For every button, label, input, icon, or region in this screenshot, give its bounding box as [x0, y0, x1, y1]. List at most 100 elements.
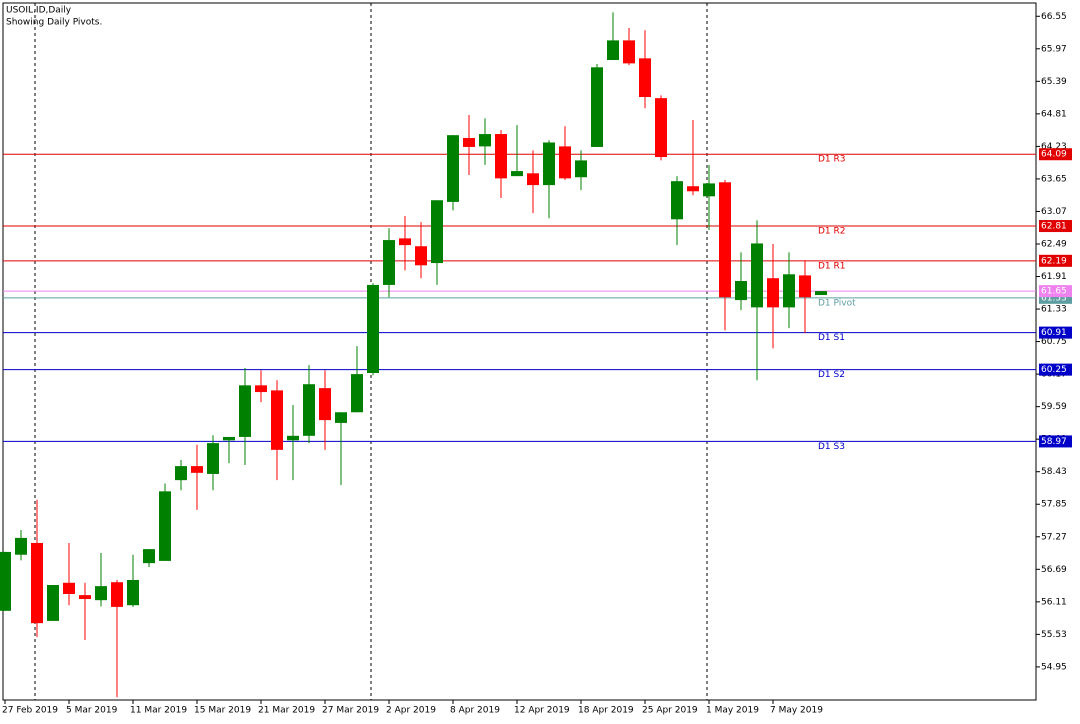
candle-body — [15, 537, 27, 555]
candle-body — [751, 243, 763, 308]
candle-body — [399, 238, 411, 246]
x-tick-label: 27 Mar 2019 — [322, 706, 379, 716]
candle-body — [671, 181, 683, 220]
x-tick-label: 18 Apr 2019 — [578, 706, 634, 716]
price-box-label: 61.65 — [1041, 287, 1067, 297]
price-box-label: 62.81 — [1041, 222, 1067, 232]
chart-subtitle: Showing Daily Pivots. — [6, 18, 102, 28]
y-tick-label: 64.23 — [1041, 142, 1067, 152]
candle-body — [767, 278, 779, 308]
x-tick-label: 12 Apr 2019 — [514, 706, 570, 716]
candle-body — [255, 385, 267, 393]
candle-body — [415, 246, 427, 266]
pivot-name: D1 S1 — [818, 333, 845, 343]
candle-body — [383, 240, 395, 285]
price-box — [1039, 220, 1072, 233]
candle-body — [127, 579, 139, 606]
price-box-label: 64.09 — [1041, 150, 1067, 160]
y-tick-label: 65.97 — [1041, 44, 1067, 54]
price-box — [1039, 363, 1072, 376]
y-tick-label: 57.27 — [1041, 532, 1067, 542]
chart-title: USOIL.ID,Daily — [6, 6, 72, 16]
candle-body — [703, 183, 715, 197]
x-tick-label: 1 May 2019 — [706, 706, 759, 716]
x-tick-label: 15 Mar 2019 — [194, 706, 251, 716]
candle-body — [639, 58, 651, 98]
candle-body — [463, 137, 475, 147]
candle-body — [319, 388, 331, 421]
x-tick-label: 25 Apr 2019 — [642, 706, 698, 716]
candle-body — [447, 135, 459, 202]
candle-body — [815, 291, 827, 296]
price-box — [1039, 254, 1072, 267]
candle-body — [511, 171, 523, 177]
y-tick-label: 59.59 — [1041, 402, 1067, 412]
candle-body — [335, 412, 347, 423]
y-tick-label: 56.69 — [1041, 565, 1067, 575]
candle-body — [735, 281, 747, 301]
plot-frame — [2, 2, 1037, 701]
candle-body — [591, 67, 603, 147]
y-tick-label: 64.81 — [1041, 109, 1067, 119]
y-tick-label: 61.33 — [1041, 305, 1067, 315]
candle-body — [287, 435, 299, 441]
price-box-label: 60.91 — [1041, 328, 1067, 338]
y-tick-label: 63.65 — [1041, 174, 1067, 184]
candle-body — [527, 173, 539, 186]
price-box — [1039, 285, 1072, 298]
candle-body — [63, 582, 75, 594]
price-box — [1039, 435, 1072, 448]
price-box — [1039, 326, 1072, 339]
candle-body — [223, 436, 235, 441]
y-tick-label: 57.85 — [1041, 500, 1067, 510]
candle-body — [559, 146, 571, 179]
y-tick-label: 63.07 — [1041, 207, 1067, 217]
y-tick-label: 66.55 — [1041, 12, 1067, 22]
candle-body — [111, 582, 123, 607]
candle-body — [79, 595, 91, 600]
candle-body — [175, 466, 187, 481]
price-box-label: 60.25 — [1041, 365, 1067, 375]
y-tick-label: 58.43 — [1041, 467, 1067, 477]
candle-body — [783, 274, 795, 308]
candle-body — [159, 491, 171, 561]
candle-body — [623, 40, 635, 64]
y-tick-label: 65.39 — [1041, 77, 1067, 87]
x-tick-label: 7 May 2019 — [770, 706, 823, 716]
candle-body — [543, 142, 555, 186]
candle-body — [47, 585, 59, 621]
candle-body — [95, 586, 107, 601]
y-tick-label: 61.91 — [1041, 272, 1067, 282]
x-tick-label: 27 Feb 2019 — [2, 706, 58, 716]
y-tick-label: 55.53 — [1041, 630, 1067, 640]
x-tick-label: 2 Apr 2019 — [386, 706, 436, 716]
y-tick-label: 56.11 — [1041, 597, 1067, 607]
candle-body — [31, 542, 43, 624]
candle-body — [687, 186, 699, 192]
x-tick-label: 11 Mar 2019 — [130, 706, 187, 716]
candle-body — [207, 443, 219, 474]
candle-body — [303, 384, 315, 436]
candle-body — [655, 98, 667, 158]
candle-body — [479, 134, 491, 147]
pivot-name: D1 R1 — [818, 261, 846, 271]
price-box-label: 58.97 — [1041, 437, 1067, 447]
pivot-name: D1 Pivot — [818, 298, 856, 308]
y-tick-label: 60.75 — [1041, 337, 1067, 347]
x-tick-label: 21 Mar 2019 — [258, 706, 315, 716]
candle-body — [799, 275, 811, 298]
candle-body — [367, 284, 379, 373]
candle-body — [143, 549, 155, 564]
candle-body — [719, 182, 731, 298]
candle-body — [431, 200, 443, 264]
y-tick-label: 54.95 — [1041, 662, 1067, 672]
candle-body — [239, 385, 251, 437]
candle-body — [191, 466, 203, 473]
pivot-name: D1 R3 — [818, 155, 846, 165]
price-box-label: 61.53 — [1041, 293, 1067, 303]
price-box-label: 62.19 — [1041, 256, 1067, 266]
candle-body — [607, 40, 619, 61]
pivot-name: D1 R2 — [818, 227, 846, 237]
